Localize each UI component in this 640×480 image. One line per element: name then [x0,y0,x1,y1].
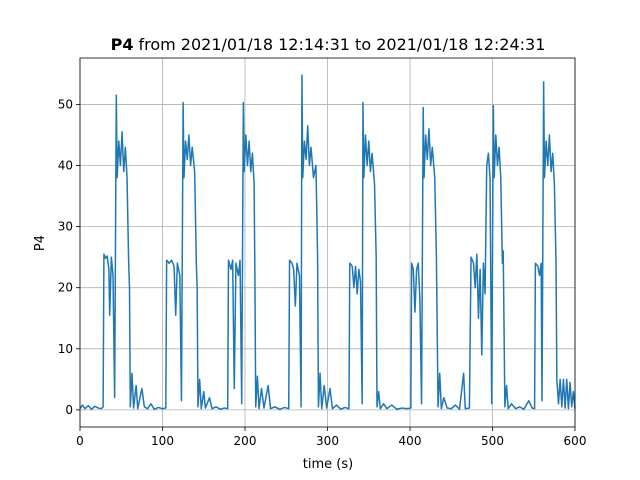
x-tick-label: 400 [399,434,422,448]
x-tick-label: 100 [151,434,174,448]
chart-title: P4 from 2021/01/18 12:14:31 to 2021/01/18… [111,35,546,54]
y-tick-label: 20 [58,281,73,295]
y-tick-label: 10 [58,342,73,356]
x-tick-label: 300 [316,434,339,448]
x-tick-label: 0 [76,434,84,448]
x-tick-label: 500 [481,434,504,448]
x-tick-label: 200 [234,434,257,448]
title-range: from 2021/01/18 12:14:31 to 2021/01/18 1… [138,35,545,54]
y-tick-label: 30 [58,220,73,234]
data-line [79,74,576,411]
y-tick-label: 40 [58,159,73,173]
plot-frame [79,57,576,428]
y-tick-label: 0 [65,403,73,417]
y-tick-label: 50 [58,97,73,111]
title-variable: P4 [111,35,134,54]
x-tick-label: 600 [564,434,587,448]
x-axis-label: time (s) [303,457,353,472]
y-axis-label: P4 [33,235,48,251]
